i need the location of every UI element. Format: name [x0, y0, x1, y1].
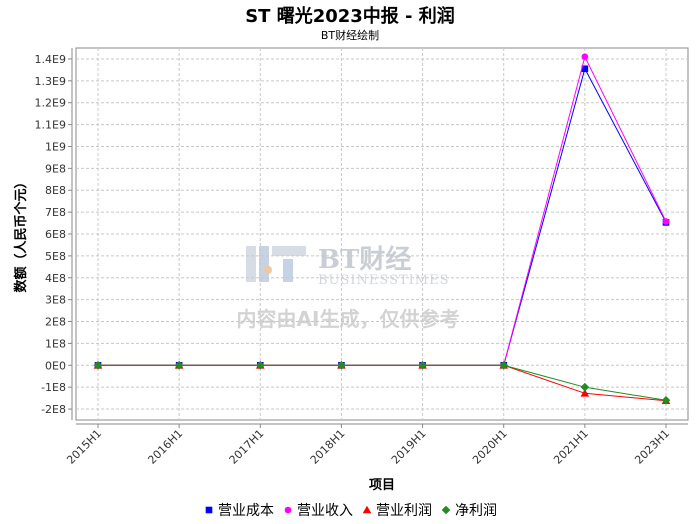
- legend-label: 营业利润: [376, 503, 432, 519]
- data-point: [93, 360, 103, 370]
- y-tick-label: 1E8: [45, 337, 66, 350]
- x-tick-label: 2019H1: [389, 427, 429, 467]
- legend-marker-icon: [205, 506, 213, 514]
- legend-marker-icon: [284, 506, 292, 514]
- series-line-3: [98, 364, 667, 402]
- legend-marker-shape: [284, 506, 292, 514]
- y-tick-label: 1.1E9: [35, 119, 66, 132]
- data-point: [418, 360, 427, 370]
- chart-title: ST 曙光2023中报 - 利润: [245, 6, 455, 27]
- legend-item: 营业收入: [282, 500, 353, 520]
- legend-marker-icon: [362, 505, 372, 514]
- series-group: [93, 53, 671, 405]
- y-tick-label: 1.4E9: [35, 53, 66, 66]
- legend: 营业成本 营业收入 营业利润 净利润: [0, 500, 700, 520]
- legend-marker-shape: [441, 505, 451, 515]
- y-tick-label: 1.2E9: [35, 97, 66, 110]
- data-point: [255, 360, 265, 370]
- y-tick-label: 5E8: [45, 250, 66, 263]
- y-axis: -2E8 -1E8 0E0 1E8 2E8 3E8 4E8 5E8 6E8 7E8 8E8 9E8 1E…: [35, 48, 73, 420]
- watermark-logo-icon: [246, 246, 306, 282]
- x-tick-label: 2020H1: [470, 427, 510, 467]
- x-tick-label: 2015H1: [64, 427, 104, 467]
- y-tick-label: 8E8: [45, 184, 66, 197]
- chart-subtitle: BT财经绘制: [320, 29, 380, 42]
- watermark: BT财经 BUSINESSTIMES 内容由AI生成，仅供参考: [237, 244, 460, 331]
- y-tick-label: 7E8: [45, 206, 66, 219]
- y-tick-label: 0E0: [45, 359, 66, 372]
- x-tick-label: 2017H1: [227, 427, 267, 467]
- data-point: [174, 360, 184, 370]
- legend-item: 净利润: [440, 500, 497, 520]
- x-axis: 2015H1 2016H1 2017H1 2018H1 2019H1 2020H1 2021…: [64, 423, 688, 467]
- watermark-main-text: BT财经: [318, 244, 411, 275]
- data-point: [580, 382, 590, 392]
- legend-label: 营业收入: [297, 503, 353, 519]
- y-axis-title: 数额（人民币个元）: [13, 175, 29, 292]
- legend-marker-icon: [441, 505, 451, 515]
- series-line-4: [98, 364, 667, 401]
- data-point: [662, 218, 670, 225]
- y-tick-label: 3E8: [45, 294, 66, 307]
- y-tick-label: 6E8: [45, 228, 66, 241]
- y-tick-label: 1E9: [45, 140, 66, 153]
- data-point: [580, 389, 590, 397]
- x-tick-label: 2021H1: [551, 427, 591, 467]
- y-tick-label: 1.3E9: [35, 75, 66, 88]
- x-tick-label: 2016H1: [145, 427, 185, 467]
- y-tick-label: 9E8: [45, 162, 66, 175]
- legend-label: 净利润: [455, 503, 497, 519]
- legend-item: 营业成本: [203, 500, 274, 520]
- y-tick-label: 4E8: [45, 272, 66, 285]
- data-point: [581, 65, 589, 73]
- data-point: [337, 360, 346, 370]
- y-tick-label: 2E8: [45, 316, 66, 329]
- y-tick-label: -1E8: [41, 381, 66, 394]
- legend-marker-shape: [205, 506, 213, 514]
- legend-marker-shape: [362, 505, 372, 514]
- watermark-sub-text: BUSINESSTIMES: [318, 273, 450, 288]
- x-axis-title: 项目: [369, 478, 395, 493]
- data-point: [581, 53, 589, 61]
- grid-lines: [76, 48, 688, 420]
- data-point: [661, 396, 671, 405]
- y-tick-label: -2E8: [41, 403, 66, 416]
- watermark-note-text: 内容由AI生成，仅供参考: [237, 307, 460, 331]
- legend-label: 营业成本: [218, 503, 274, 519]
- x-tick-label: 2018H1: [308, 427, 348, 467]
- x-tick-label: 2023H1: [632, 427, 672, 467]
- data-point: [499, 360, 509, 370]
- line-chart: BT财经 BUSINESSTIMES 内容由AI生成，仅供参考 -2E8 -1E8…: [13, 47, 689, 493]
- legend-item: 营业利润: [361, 500, 432, 520]
